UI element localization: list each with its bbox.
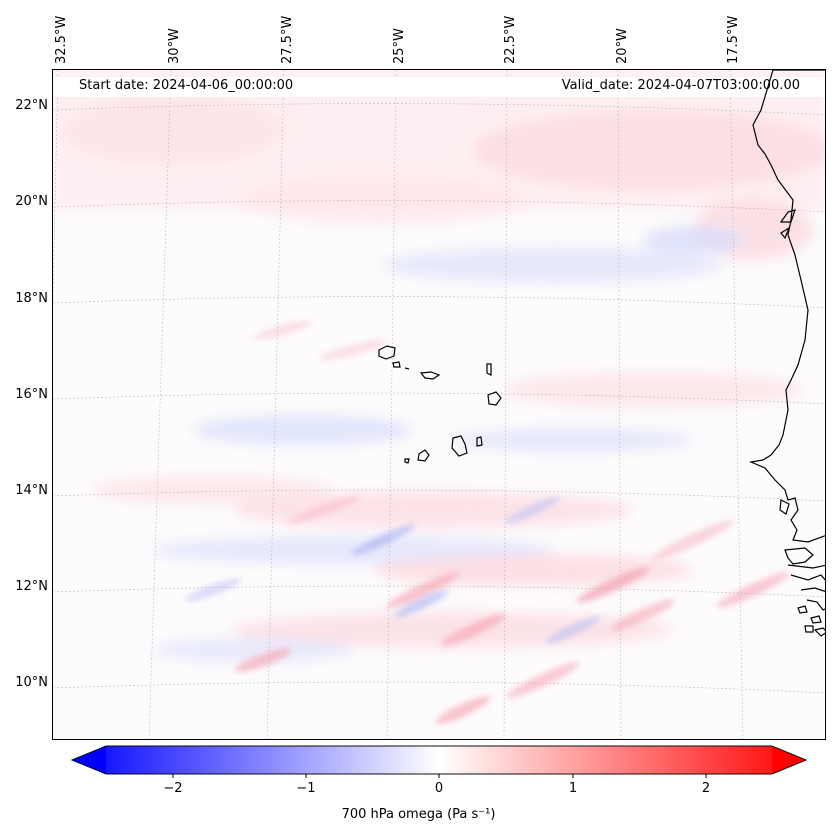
lat-label: 20°N [15,194,48,209]
coast-detail-dakar [779,499,790,515]
colorbar-tick-label: 2 [701,781,711,796]
coast-detail-casamance [787,564,825,569]
start-date-label: Start date: 2024-04-06_00:00:00 [79,78,294,93]
coast-detail-bijagos [797,605,808,614]
colorbar-tick-label: −2 [163,781,183,796]
omega-field [53,70,825,739]
lat-label: 14°N [15,483,48,498]
coast-detail-banc [779,209,796,223]
colorbar [70,745,808,778]
island-sao-nicolau [419,371,441,380]
colorbar-tick-label: 0 [434,781,444,796]
lon-label: 30°W [167,28,182,64]
lon-label: 22.5°W [503,15,518,64]
colorbar-min-extend [72,746,106,774]
colorbar-tick-label: −1 [296,781,316,796]
coast-detail [780,226,791,240]
colorbar-tick-label: 1 [568,781,578,796]
island-maio [476,436,483,447]
map-panel [52,69,826,740]
island-brava [404,458,410,464]
coast-detail [806,599,825,611]
omega-shading [53,70,825,662]
coastline [748,70,825,637]
valid-date-label: Valid_date: 2024-04-07T03:00:00.00 [561,78,800,93]
lat-label: 18°N [15,291,48,306]
colorbar-body [70,745,808,775]
coast-mainland [748,70,825,543]
lon-label: 25°W [392,28,407,64]
header-strip [53,77,825,97]
omega-streaks [184,320,790,724]
colorbar-label: 700 hPa omega (Pa s⁻¹) [341,807,496,822]
lon-label: 32.5°W [54,15,69,64]
coast-detail-bijagos [813,627,825,637]
island-sal [486,363,492,376]
island-sao-vicente [392,361,401,368]
lon-label: 17.5°W [726,15,741,64]
island-fogo [417,449,430,462]
lat-label: 10°N [15,675,48,690]
coast-detail [790,574,825,581]
island-boa-vista [487,391,502,406]
lon-label: 27.5°W [280,15,295,64]
coast-detail-bijagos [804,625,814,633]
island-santo-antao [378,345,396,360]
colorbar-max-extend [772,746,806,774]
lat-label: 16°N [15,387,48,402]
island-santiago [451,435,468,457]
cape-verde-islands [378,345,502,464]
lon-label: 20°W [615,28,630,64]
coast-detail-guinea-bissau [800,587,825,592]
coast-detail-gambia [784,547,814,565]
lat-label: 12°N [15,579,48,594]
colorbar-ticks [172,774,707,778]
lat-label: 22°N [15,98,48,113]
island-santa-luzia [404,367,410,370]
coast-detail-bijagos [810,615,822,624]
